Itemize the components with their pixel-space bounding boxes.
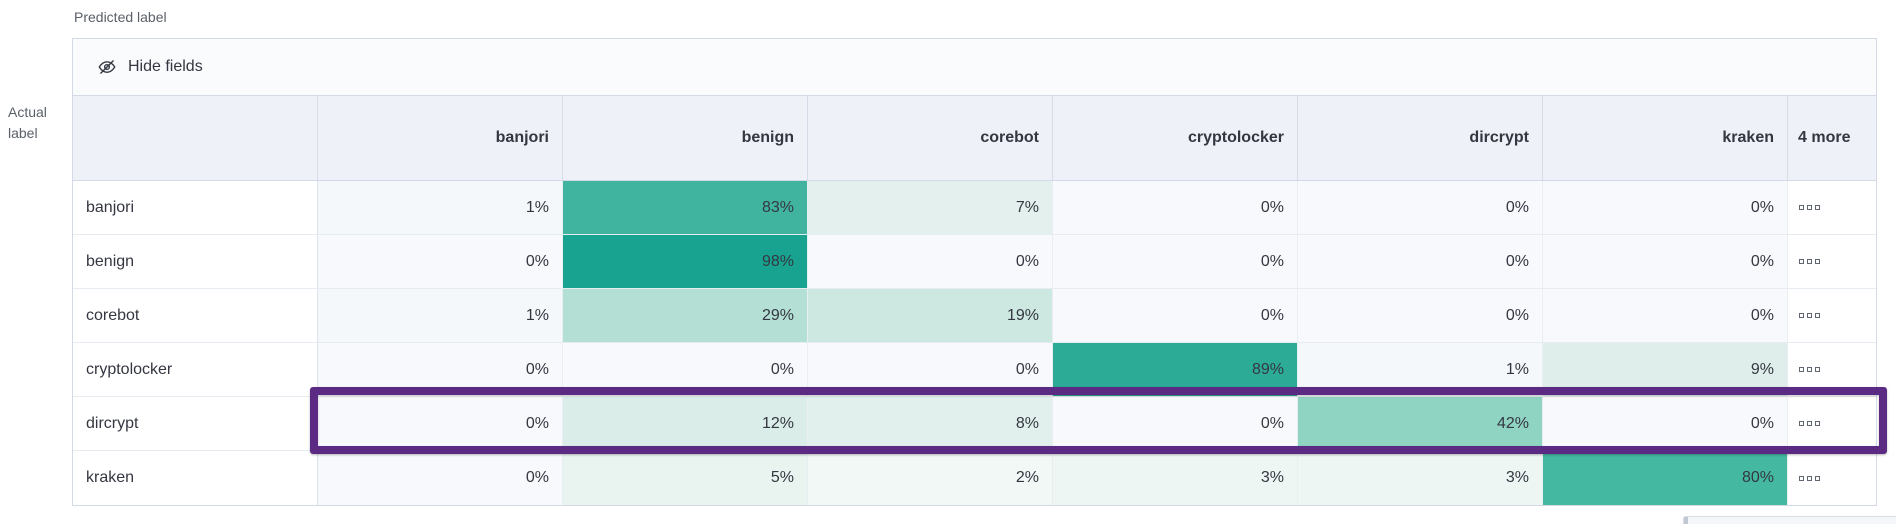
- row-more-actions[interactable]: [1788, 451, 1876, 505]
- matrix-cell[interactable]: 0%: [1053, 235, 1298, 289]
- row-label[interactable]: kraken: [73, 451, 318, 505]
- header-row: banjori benign corebot cryptolocker dirc…: [73, 96, 1876, 181]
- matrix-cell[interactable]: 0%: [318, 343, 563, 397]
- matrix-cell[interactable]: 12%: [563, 397, 808, 451]
- matrix-cell[interactable]: 0%: [318, 235, 563, 289]
- matrix-cell[interactable]: 0%: [1053, 397, 1298, 451]
- header-corner-cell: [73, 96, 318, 180]
- matrix-cell[interactable]: 0%: [1298, 289, 1543, 343]
- matrix-cell[interactable]: 3%: [1298, 451, 1543, 505]
- row-label[interactable]: cryptolocker: [73, 343, 318, 397]
- matrix-cell[interactable]: 19%: [808, 289, 1053, 343]
- matrix-cell[interactable]: 0%: [563, 343, 808, 397]
- column-header-kraken[interactable]: kraken: [1543, 96, 1788, 180]
- row-label[interactable]: banjori: [73, 181, 318, 235]
- matrix-cell[interactable]: 0%: [318, 397, 563, 451]
- predicted-axis-label: Predicted label: [74, 9, 167, 25]
- matrix-cell[interactable]: 5%: [563, 451, 808, 505]
- horizontal-scrollbar[interactable]: [1683, 516, 1896, 524]
- confusion-matrix-grid: Hide fields banjori benign corebot crypt…: [72, 38, 1877, 506]
- matrix-cell[interactable]: 3%: [1053, 451, 1298, 505]
- hide-fields-label: Hide fields: [128, 58, 203, 75]
- matrix-cell[interactable]: 80%: [1543, 451, 1788, 505]
- column-header-more-columns[interactable]: 4 more: [1798, 128, 1851, 146]
- matrix-cell[interactable]: 0%: [1543, 397, 1788, 451]
- scrollbar-thumb-edge: [1684, 517, 1688, 524]
- more-actions-icon: [1799, 421, 1820, 426]
- matrix-cell[interactable]: 29%: [563, 289, 808, 343]
- matrix-cell[interactable]: 8%: [808, 397, 1053, 451]
- column-header-dircrypt[interactable]: dircrypt: [1298, 96, 1543, 180]
- actual-axis-label: Actual label: [8, 104, 47, 141]
- matrix-cell[interactable]: 0%: [1298, 181, 1543, 235]
- matrix-cell[interactable]: 0%: [808, 343, 1053, 397]
- column-header-corebot[interactable]: corebot: [808, 96, 1053, 180]
- table-row-kraken: kraken 0% 5% 2% 3% 3% 80%: [73, 451, 1876, 505]
- table-row-dircrypt: dircrypt 0% 12% 8% 0% 42% 0%: [73, 397, 1876, 451]
- matrix-cell[interactable]: 0%: [1053, 181, 1298, 235]
- matrix-cell[interactable]: 0%: [808, 235, 1053, 289]
- more-actions-icon: [1799, 313, 1820, 318]
- grid-toolbar: Hide fields: [73, 39, 1876, 96]
- matrix-cell[interactable]: 1%: [318, 289, 563, 343]
- table-row-cryptolocker: cryptolocker 0% 0% 0% 89% 1% 9%: [73, 343, 1876, 397]
- more-actions-icon: [1799, 205, 1820, 210]
- row-label[interactable]: dircrypt: [73, 397, 318, 451]
- matrix-cell[interactable]: 83%: [563, 181, 808, 235]
- more-actions-icon: [1799, 475, 1820, 481]
- table-row-banjori: banjori 1% 83% 7% 0% 0% 0%: [73, 181, 1876, 235]
- matrix-cell[interactable]: 0%: [1543, 235, 1788, 289]
- row-label[interactable]: benign: [73, 235, 318, 289]
- row-label[interactable]: corebot: [73, 289, 318, 343]
- row-more-actions[interactable]: [1788, 235, 1876, 289]
- column-header-cryptolocker[interactable]: cryptolocker: [1053, 96, 1298, 180]
- matrix-cell[interactable]: 1%: [318, 181, 563, 235]
- table-row-corebot: corebot 1% 29% 19% 0% 0% 0%: [73, 289, 1876, 343]
- matrix-cell[interactable]: 0%: [1298, 235, 1543, 289]
- column-header-benign[interactable]: benign: [563, 96, 808, 180]
- row-more-actions[interactable]: [1788, 343, 1876, 397]
- more-actions-icon: [1799, 367, 1820, 372]
- matrix-cell[interactable]: 2%: [808, 451, 1053, 505]
- matrix-cell[interactable]: 89%: [1053, 343, 1298, 397]
- hide-fields-button[interactable]: Hide fields: [89, 53, 211, 81]
- eye-slash-icon: [97, 57, 117, 77]
- row-more-actions[interactable]: [1788, 289, 1876, 343]
- matrix-cell[interactable]: 1%: [1298, 343, 1543, 397]
- column-header-banjori[interactable]: banjori: [318, 96, 563, 180]
- table-row-benign: benign 0% 98% 0% 0% 0% 0%: [73, 235, 1876, 289]
- row-more-actions[interactable]: [1788, 181, 1876, 235]
- matrix-cell[interactable]: 7%: [808, 181, 1053, 235]
- matrix-cell[interactable]: 0%: [1053, 289, 1298, 343]
- row-more-actions[interactable]: [1788, 397, 1876, 451]
- matrix-cell[interactable]: 0%: [318, 451, 563, 505]
- matrix-cell[interactable]: 9%: [1543, 343, 1788, 397]
- matrix-cell[interactable]: 42%: [1298, 397, 1543, 451]
- matrix-cell[interactable]: 98%: [563, 235, 808, 289]
- more-actions-icon: [1799, 259, 1820, 264]
- matrix-cell[interactable]: 0%: [1543, 289, 1788, 343]
- matrix-cell[interactable]: 0%: [1543, 181, 1788, 235]
